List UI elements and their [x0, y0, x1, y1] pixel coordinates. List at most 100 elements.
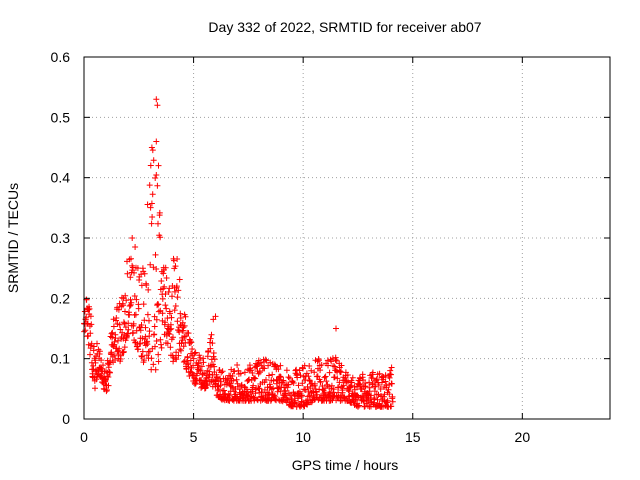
data-point [344, 372, 351, 378]
data-point [164, 340, 171, 347]
data-point [209, 340, 216, 347]
data-point [180, 343, 187, 350]
data-point [155, 351, 162, 358]
data-point [203, 381, 210, 387]
data-point [120, 295, 127, 302]
y-tick-label: 0.2 [51, 290, 71, 306]
data-point [385, 386, 392, 393]
data-point [116, 345, 123, 352]
data-point [162, 319, 169, 326]
data-point [153, 338, 160, 344]
data-point [270, 377, 277, 384]
data-point [172, 354, 179, 361]
data-point [191, 350, 198, 357]
data-point [130, 329, 137, 336]
data-point [328, 358, 335, 365]
data-point [299, 380, 306, 387]
data-point [167, 326, 174, 333]
data-point [256, 369, 263, 376]
data-point [267, 359, 274, 366]
data-point [185, 330, 192, 337]
data-point [234, 362, 241, 368]
data-point [195, 360, 202, 367]
data-point [207, 335, 214, 342]
data-point [262, 356, 269, 363]
data-point [355, 403, 361, 410]
data-point [116, 321, 123, 328]
data-point [166, 285, 173, 292]
data-series-ab07 [81, 96, 396, 410]
data-point [356, 402, 363, 409]
data-point [188, 339, 195, 346]
data-point [163, 275, 170, 281]
data-point [196, 352, 203, 359]
data-point [315, 357, 322, 364]
data-point [225, 391, 232, 398]
data-point [154, 302, 161, 309]
data-point [86, 305, 93, 312]
data-point [173, 356, 180, 363]
data-point [174, 318, 181, 325]
data-point [241, 369, 248, 376]
data-point [228, 383, 235, 390]
data-point [141, 357, 147, 364]
data-point [155, 220, 161, 227]
data-point [379, 379, 385, 386]
data-point [131, 293, 138, 299]
data-point [326, 369, 333, 376]
data-point [306, 363, 313, 369]
data-point [117, 352, 124, 359]
data-point [295, 395, 302, 402]
data-point [218, 378, 224, 385]
data-point [180, 324, 187, 331]
data-point [298, 398, 305, 405]
data-point [108, 349, 115, 356]
data-point [386, 391, 393, 398]
data-point [154, 182, 161, 189]
data-point [138, 353, 145, 359]
data-point [311, 369, 318, 376]
data-point [165, 323, 172, 330]
data-point [129, 235, 136, 241]
y-tick-label: 0 [62, 411, 70, 427]
data-point [330, 393, 337, 400]
data-point [208, 331, 215, 338]
data-point [148, 144, 155, 151]
data-point [382, 372, 389, 379]
data-point [325, 362, 331, 369]
x-tick-label: 10 [295, 429, 311, 445]
data-point [335, 384, 342, 391]
data-point [157, 234, 164, 241]
data-point [388, 364, 395, 371]
data-point [161, 283, 168, 290]
data-point [166, 331, 173, 338]
data-point [162, 291, 169, 297]
data-point [153, 316, 160, 323]
data-point [91, 343, 97, 350]
data-point [149, 191, 156, 198]
data-point [98, 357, 105, 364]
data-point [252, 386, 259, 393]
data-point [290, 403, 297, 410]
data-point [255, 385, 262, 392]
axis-ticks: 0 5 10 15 20 0 0.1 0.2 0.3 0.4 0.5 0.6 [51, 49, 610, 445]
data-point [174, 256, 181, 262]
data-point [328, 382, 335, 389]
data-point [272, 393, 279, 400]
data-point [210, 350, 217, 356]
data-point [151, 331, 158, 338]
data-point [338, 362, 345, 369]
y-tick-label: 0.3 [51, 230, 71, 246]
data-point [120, 348, 127, 355]
data-point [152, 251, 159, 258]
data-point [87, 313, 94, 320]
data-point [311, 380, 318, 387]
data-point [255, 370, 262, 377]
data-point [210, 316, 217, 323]
data-point [103, 388, 110, 395]
data-point [277, 362, 284, 369]
data-point [263, 376, 269, 383]
data-point [254, 396, 261, 403]
data-point [377, 386, 384, 392]
data-point [120, 319, 127, 326]
